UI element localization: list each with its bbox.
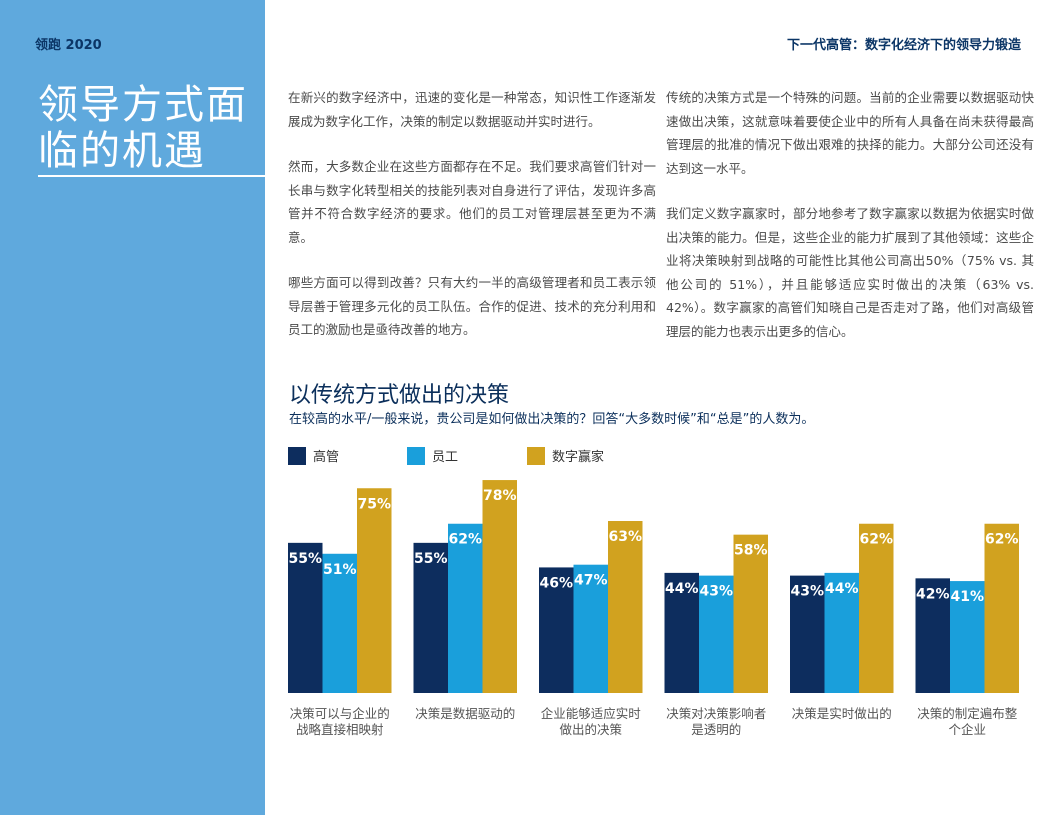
legend-item-employees: 员工: [407, 446, 458, 465]
chart-subtitle: 在较高的水平/一般来说，贵公司是如何做出决策的？回答“大多数时候”和“总是”的人…: [289, 412, 815, 427]
legend-item-executives: 高管: [288, 446, 339, 465]
paragraph: 然而，大多数企业在这些方面都存在不足。我们要求高管们针对一长串与数字化转型相关的…: [288, 159, 656, 245]
bar: [950, 581, 985, 693]
bar: [448, 523, 483, 693]
sidebar: 领导方式面 临的机遇: [0, 0, 265, 815]
bar: [859, 523, 894, 693]
paragraph: 在新兴的数字经济中，迅速的变化是一种常态，知识性工作逐渐发展成为数字化工作，决策…: [288, 90, 656, 129]
data-label: 46%: [539, 575, 573, 591]
data-label: 62%: [448, 532, 482, 548]
data-label: 43%: [790, 584, 824, 600]
bar: [288, 542, 323, 693]
bar: [664, 572, 699, 693]
bar: [322, 553, 357, 693]
data-label: 51%: [323, 562, 357, 578]
category-label: 企业能够适应实时: [541, 706, 642, 721]
data-label: 44%: [665, 581, 699, 597]
category-label: 决策对决策影响者: [666, 706, 766, 721]
brand-label: 领跑 2020: [35, 38, 102, 53]
paragraph: 我们定义数字赢家时，部分地参考了数字赢家以数据为依据实时做出决策的能力。但是，这…: [666, 206, 1034, 339]
bar: [733, 534, 768, 693]
bar: [915, 578, 950, 693]
data-label: 78%: [483, 488, 517, 504]
category-label: 决策是数据驱动的: [415, 706, 515, 721]
bar: [482, 480, 517, 693]
legend-item-digital-winners: 数字赢家: [527, 446, 604, 465]
legend-label: 员工: [432, 450, 459, 465]
section-title-line-2: 临的机遇: [38, 128, 206, 174]
category-label: 决策的制定遍布整: [917, 706, 1018, 721]
category-label: 战略直接相映射: [296, 722, 384, 737]
data-label: 43%: [699, 584, 733, 600]
legend-swatch: [288, 446, 306, 465]
bar: [790, 575, 825, 693]
legend-label: 高管: [313, 450, 340, 465]
paragraph: 哪些方面可以得到改善？只有大约一半的高级管理者和员工表示领导层善于管理多元化的员…: [288, 275, 656, 337]
bar: [357, 488, 392, 693]
bar: [824, 572, 859, 693]
data-label: 62%: [859, 532, 893, 548]
category-label: 个企业: [948, 722, 986, 737]
category-label: 做出的决策: [559, 722, 622, 737]
bar: [573, 564, 608, 693]
legend-swatch: [407, 446, 425, 465]
legend-label: 数字赢家: [552, 450, 605, 465]
category-label: 是透明的: [691, 722, 741, 737]
section-title: 领导方式面 临的机遇: [38, 82, 248, 174]
legend-swatch: [527, 446, 545, 465]
data-label: 42%: [916, 586, 950, 602]
bar: [984, 523, 1019, 693]
bar: [413, 542, 448, 693]
running-head: 下一代高管：数字化经济下的领导力锻造: [786, 38, 1021, 53]
data-label: 47%: [574, 573, 608, 589]
paragraph: 传统的决策方式是一个特殊的问题。当前的企业需要以数据驱动快速做出决策，这就意味着…: [666, 90, 1034, 176]
bar: [608, 521, 643, 693]
bar: [699, 575, 734, 693]
data-label: 55%: [288, 551, 322, 567]
body-column-right: 传统的决策方式是一个特殊的问题。当前的企业需要以数据驱动快速做出决策，这就意味着…: [666, 86, 1034, 365]
data-label: 41%: [950, 589, 984, 605]
chart-title: 以传统方式做出的决策: [289, 383, 510, 408]
category-label: 决策是实时做出的: [792, 706, 892, 721]
data-label: 63%: [608, 529, 642, 545]
data-label: 58%: [734, 543, 768, 559]
data-label: 62%: [985, 532, 1019, 548]
bar: [539, 567, 574, 693]
section-title-line-1: 领导方式面: [38, 82, 248, 128]
title-underline: [38, 175, 266, 177]
data-label: 55%: [414, 551, 448, 567]
category-label: 决策可以与企业的: [290, 706, 390, 721]
data-label: 44%: [825, 581, 859, 597]
body-column-left: 在新兴的数字经济中，迅速的变化是一种常态，知识性工作逐渐发展成为数字化工作，决策…: [288, 86, 656, 364]
data-label: 75%: [357, 496, 391, 512]
